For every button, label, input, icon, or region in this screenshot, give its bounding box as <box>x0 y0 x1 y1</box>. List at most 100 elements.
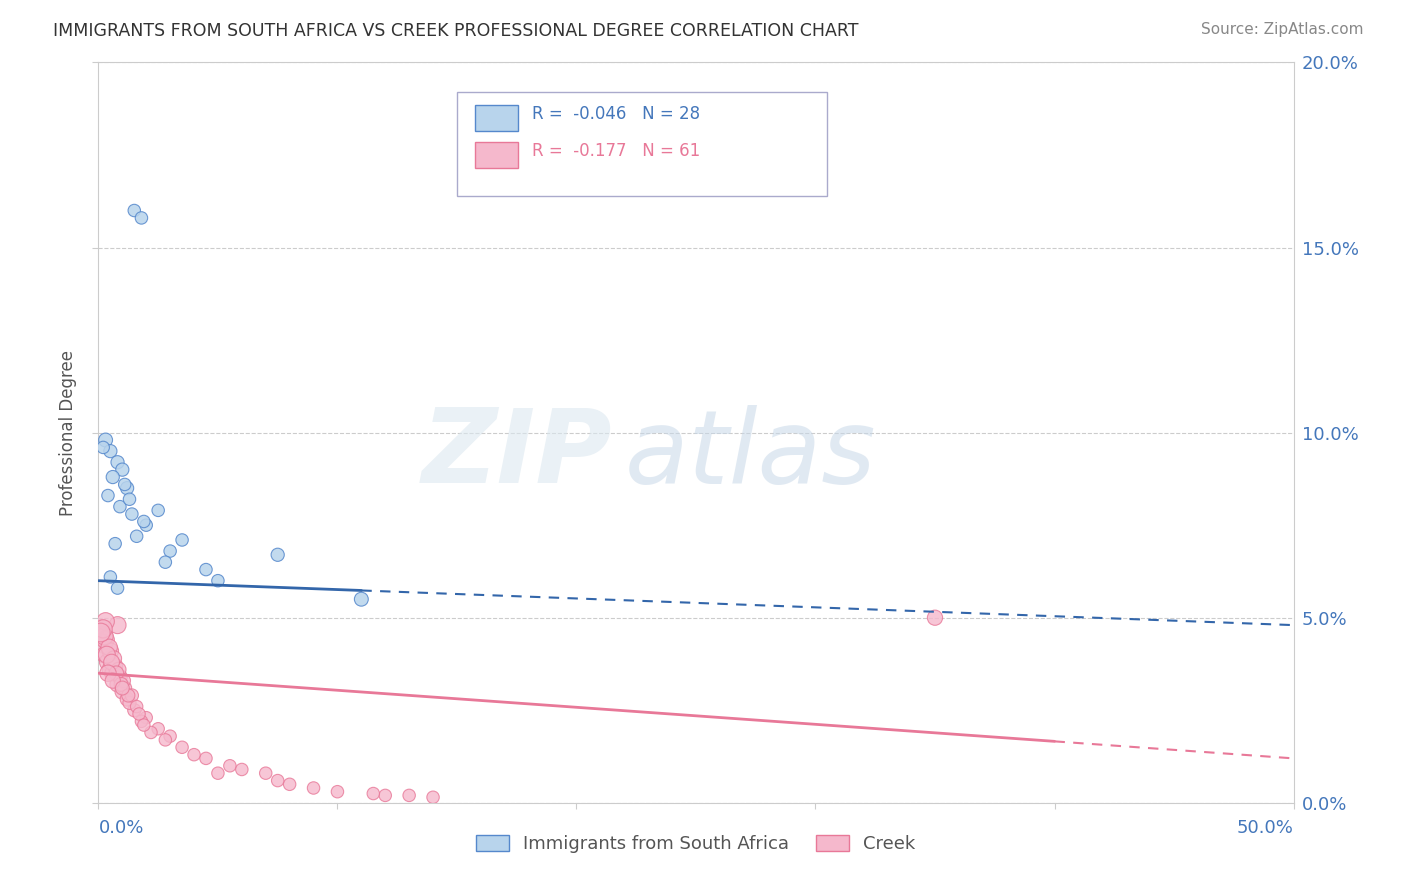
Point <box>131 714 153 729</box>
Point <box>267 548 290 562</box>
Point <box>105 666 128 681</box>
Point <box>100 655 122 669</box>
Point <box>422 790 444 805</box>
Point <box>108 500 131 514</box>
Point <box>91 441 114 455</box>
Text: R =  -0.046   N = 28: R = -0.046 N = 28 <box>533 104 700 122</box>
Point <box>363 787 385 801</box>
Point <box>326 785 349 799</box>
Point <box>94 433 117 447</box>
Point <box>195 751 218 765</box>
Point <box>278 777 301 791</box>
Point <box>98 640 121 655</box>
Point <box>195 563 218 577</box>
Point <box>112 673 135 688</box>
Point <box>98 570 122 584</box>
Point <box>131 211 153 225</box>
Point <box>124 703 146 717</box>
FancyBboxPatch shape <box>457 92 827 195</box>
Point <box>107 618 129 632</box>
Point <box>231 763 253 777</box>
Point <box>128 706 150 721</box>
Point <box>183 747 205 762</box>
Point <box>97 655 120 669</box>
Text: IMMIGRANTS FROM SOUTH AFRICA VS CREEK PROFESSIONAL DEGREE CORRELATION CHART: IMMIGRANTS FROM SOUTH AFRICA VS CREEK PR… <box>53 22 859 40</box>
Point <box>94 648 117 662</box>
Point <box>219 758 242 772</box>
Text: Source: ZipAtlas.com: Source: ZipAtlas.com <box>1201 22 1364 37</box>
Point <box>114 681 136 695</box>
Point <box>91 622 114 636</box>
Point <box>107 455 129 469</box>
Point <box>98 663 122 677</box>
Point <box>114 477 136 491</box>
Point <box>350 592 373 607</box>
Text: atlas: atlas <box>624 405 876 505</box>
FancyBboxPatch shape <box>475 143 517 168</box>
Point <box>398 789 420 803</box>
Point <box>139 725 162 739</box>
Point <box>93 629 115 643</box>
Point <box>107 663 129 677</box>
Legend: Immigrants from South Africa, Creek: Immigrants from South Africa, Creek <box>470 828 922 861</box>
Point <box>104 658 127 673</box>
Point <box>97 489 120 503</box>
Point <box>115 692 138 706</box>
Point <box>172 533 194 547</box>
Point <box>121 507 143 521</box>
Point <box>124 203 146 218</box>
Point <box>159 544 181 558</box>
FancyBboxPatch shape <box>475 105 517 130</box>
Point <box>207 766 229 780</box>
Point <box>91 622 114 636</box>
Point <box>94 632 117 647</box>
Point <box>103 651 125 665</box>
Point <box>132 515 155 529</box>
Point <box>111 681 134 695</box>
Point <box>97 666 120 681</box>
Point <box>117 689 139 703</box>
Point <box>172 740 194 755</box>
Point <box>108 670 131 684</box>
Text: R =  -0.177   N = 61: R = -0.177 N = 61 <box>533 142 700 160</box>
Point <box>924 610 946 624</box>
Point <box>94 615 117 629</box>
Point <box>90 629 112 643</box>
Point <box>135 518 157 533</box>
Point <box>111 462 134 476</box>
Point <box>111 685 134 699</box>
Point <box>132 718 155 732</box>
Point <box>115 481 138 495</box>
Point <box>118 492 141 507</box>
Point <box>107 581 129 595</box>
Point <box>91 637 114 651</box>
Point <box>90 625 112 640</box>
Point <box>125 529 148 543</box>
Point <box>107 677 129 691</box>
Point <box>96 648 118 662</box>
Text: 0.0%: 0.0% <box>98 820 143 838</box>
Point <box>104 536 127 550</box>
Text: 50.0%: 50.0% <box>1237 820 1294 838</box>
Point <box>207 574 229 588</box>
Point <box>101 666 124 681</box>
Point <box>148 722 170 736</box>
Point <box>155 555 177 569</box>
Point <box>101 673 124 688</box>
Point <box>267 773 290 788</box>
Point <box>125 699 148 714</box>
Point <box>254 766 277 780</box>
Point <box>135 711 157 725</box>
Point <box>148 503 170 517</box>
Point <box>101 470 124 484</box>
Point <box>374 789 396 803</box>
Point <box>155 732 177 747</box>
Point <box>91 625 114 640</box>
Point <box>159 729 181 743</box>
Point <box>118 696 141 710</box>
Point <box>302 780 325 795</box>
Point <box>98 644 122 658</box>
Text: ZIP: ZIP <box>422 404 613 506</box>
Point <box>98 444 122 458</box>
Point <box>121 689 143 703</box>
